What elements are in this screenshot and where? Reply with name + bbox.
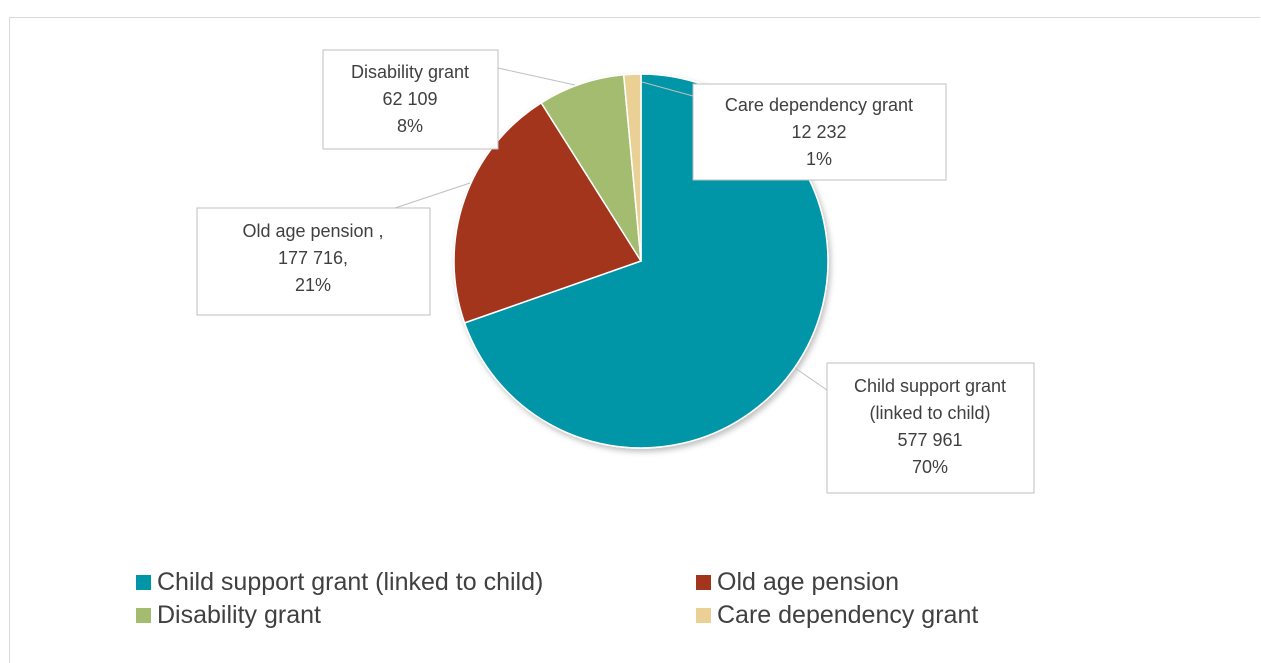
data-label-line-child-support: (linked to child) — [869, 403, 990, 423]
data-label-line-child-support: 70% — [912, 457, 948, 477]
legend-label-disability: Disability grant — [157, 601, 321, 629]
data-label-old-age: Old age pension , 177 716, 21% — [196, 182, 471, 316]
data-label-line-old-age: 21% — [295, 275, 331, 295]
legend-swatch-child-support — [136, 575, 151, 590]
data-label-line-care-dependency: 12 232 — [791, 122, 846, 142]
data-label-line-child-support: Child support grant — [854, 376, 1006, 396]
leader-line-care-dependency — [641, 81, 694, 97]
data-label-box-disability — [322, 49, 499, 150]
leader-line-disability — [497, 67, 576, 86]
data-label-line-care-dependency: 1% — [806, 149, 832, 169]
data-label-box-old-age — [196, 207, 431, 316]
chart-legend: Child support grant (linked to child) Ol… — [136, 568, 1096, 630]
data-label-line-disability: Disability grant — [351, 62, 469, 82]
data-label-line-old-age: 177 716, — [278, 248, 348, 268]
pie-slice-old-age — [453, 101, 643, 324]
legend-item-disability: Disability grant — [136, 601, 696, 630]
leader-line-child-support — [794, 367, 828, 391]
data-label-line-disability: 8% — [397, 116, 423, 136]
pie-slice-care-dependency — [622, 73, 642, 262]
legend-label-old-age: Old age pension — [717, 568, 900, 596]
data-label-line-disability: 62 109 — [382, 89, 437, 109]
legend-item-care-dependency: Care dependency grant — [696, 601, 1096, 630]
leader-line-old-age — [394, 182, 471, 209]
legend-swatch-disability — [136, 608, 151, 623]
data-label-child-support: Child support grant (linked to child) 577 … — [794, 362, 1035, 494]
chart-frame — [9, 17, 1260, 663]
legend-item-old-age: Old age pension — [696, 568, 1096, 597]
data-label-line-old-age: Old age pension , — [242, 221, 383, 241]
legend-label-care-dependency: Care dependency grant — [717, 601, 979, 629]
data-label-care-dependency: Care dependency grant 12 232 1% — [641, 81, 947, 181]
legend-swatch-care-dependency — [696, 608, 711, 623]
legend-swatch-old-age — [696, 575, 711, 590]
data-label-box-child-support — [826, 362, 1035, 494]
data-label-disability: Disability grant 62 109 8% — [322, 49, 576, 150]
data-label-box-care-dependency — [692, 83, 947, 181]
legend-label-child-support: Child support grant (linked to child) — [157, 568, 544, 596]
data-label-line-child-support: 577 961 — [897, 430, 962, 450]
data-label-line-care-dependency: Care dependency grant — [725, 95, 913, 115]
legend-item-child-support: Child support grant (linked to child) — [136, 568, 696, 597]
